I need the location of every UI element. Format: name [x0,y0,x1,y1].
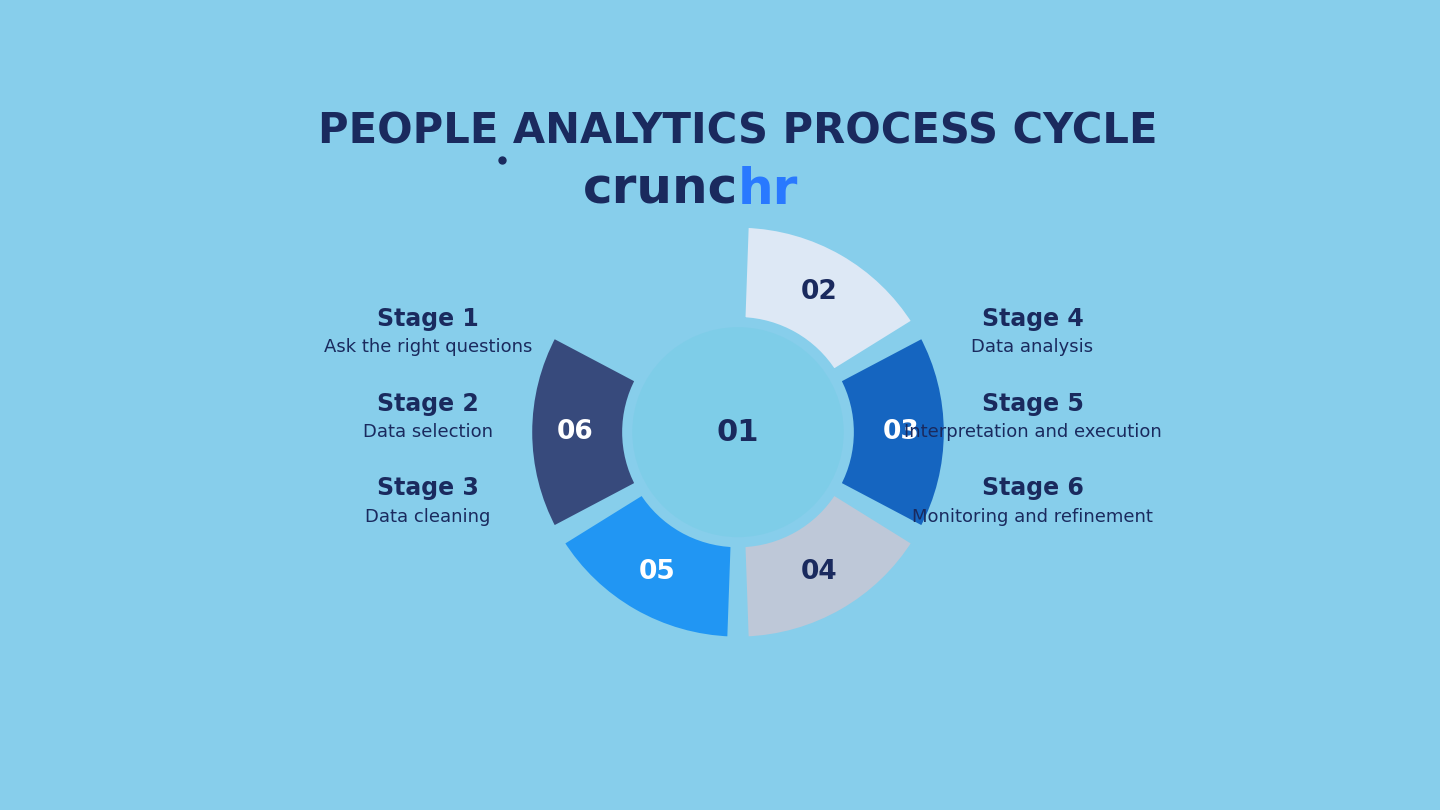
Text: Stage 1: Stage 1 [377,307,480,331]
Text: Stage 3: Stage 3 [377,476,480,501]
Text: 05: 05 [638,559,675,585]
Text: Stage 4: Stage 4 [982,307,1083,331]
Text: PEOPLE ANALYTICS PROCESS CYCLE: PEOPLE ANALYTICS PROCESS CYCLE [318,111,1158,153]
Text: Stage 2: Stage 2 [377,392,480,416]
Text: Stage 5: Stage 5 [982,392,1083,416]
Text: Data analysis: Data analysis [972,339,1093,356]
Text: Data cleaning: Data cleaning [366,508,491,526]
Text: Monitoring and refinement: Monitoring and refinement [912,508,1153,526]
Text: 06: 06 [557,419,593,446]
Text: 04: 04 [801,559,838,585]
Text: Ask the right questions: Ask the right questions [324,339,533,356]
Text: Data selection: Data selection [363,423,492,441]
Wedge shape [560,492,734,640]
Text: 03: 03 [883,419,919,446]
Text: Stage 6: Stage 6 [982,476,1083,501]
Text: Interpretation and execution: Interpretation and execution [904,423,1162,441]
Circle shape [629,324,847,540]
Text: hr: hr [739,165,798,214]
Wedge shape [742,492,916,640]
Text: crunc: crunc [583,165,739,214]
Text: 02: 02 [801,279,838,305]
Text: 01: 01 [717,418,759,446]
Wedge shape [837,335,948,530]
Wedge shape [742,224,916,373]
Wedge shape [528,335,639,530]
